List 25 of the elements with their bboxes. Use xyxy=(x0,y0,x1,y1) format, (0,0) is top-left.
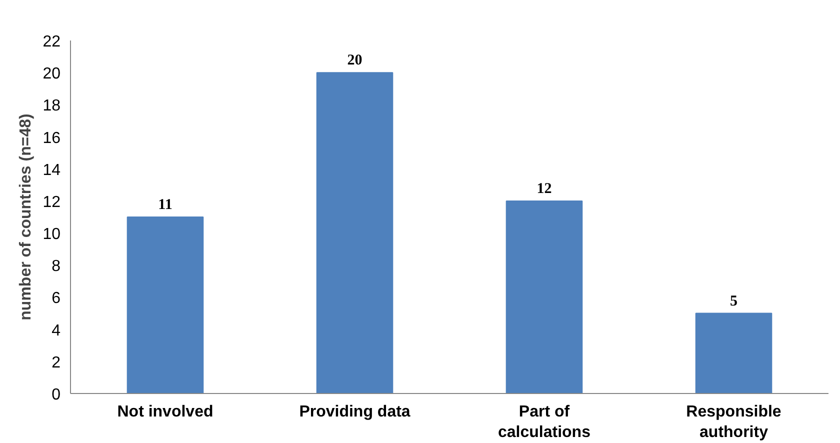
y-axis-title: number of countries (n=48) xyxy=(18,114,35,320)
y-tick-label: 16 xyxy=(42,130,61,147)
x-tick-label: Providing data xyxy=(299,404,410,420)
data-label: 12 xyxy=(536,180,552,197)
bar xyxy=(126,216,204,394)
y-tick-label: 12 xyxy=(42,194,61,211)
y-tick-label: 8 xyxy=(52,258,61,276)
x-tick-label: Responsible authority xyxy=(686,404,782,441)
y-tick-label: 18 xyxy=(42,98,61,115)
y-tick-label: 10 xyxy=(42,226,61,244)
data-label: 5 xyxy=(730,293,738,310)
y-tick-label: 22 xyxy=(42,34,61,50)
bar xyxy=(695,312,772,394)
y-tick-label: 14 xyxy=(42,162,61,179)
data-label: 11 xyxy=(158,197,172,213)
data-label: 20 xyxy=(347,52,362,69)
x-tick-label: Not involved xyxy=(117,404,214,420)
bar xyxy=(506,200,583,394)
y-tick-label: 2 xyxy=(52,354,61,372)
bar xyxy=(316,72,394,394)
y-tick-label: 0 xyxy=(52,386,61,404)
y-tick-label: 6 xyxy=(52,290,61,308)
y-tick-label: 20 xyxy=(42,66,61,83)
y-tick-label: 4 xyxy=(52,322,61,340)
x-tick-label: Part of calculations xyxy=(498,404,591,441)
